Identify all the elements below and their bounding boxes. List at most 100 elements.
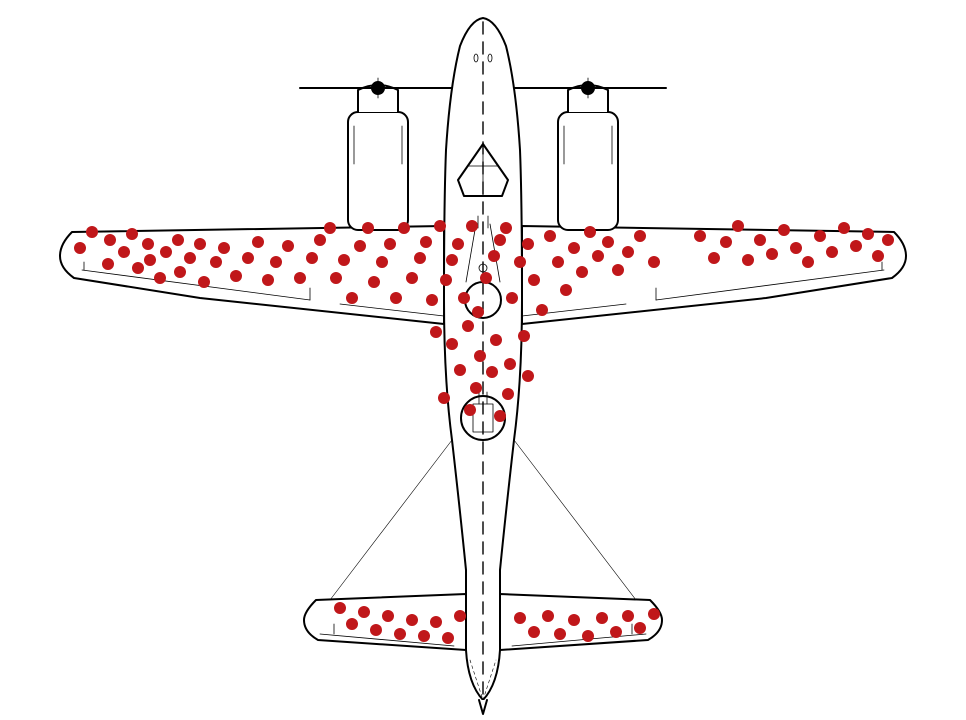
damage-dot (172, 234, 184, 246)
damage-dot (592, 250, 604, 262)
damage-dot (294, 272, 306, 284)
damage-dot (480, 272, 492, 284)
damage-dot (362, 222, 374, 234)
damage-dot (766, 248, 778, 260)
damage-dot (438, 392, 450, 404)
damage-dot (648, 608, 660, 620)
damage-dot (634, 622, 646, 634)
propeller-right (510, 78, 666, 98)
damage-dot (384, 238, 396, 250)
engine-left (300, 78, 456, 230)
propeller-left (300, 78, 456, 98)
damage-dot (802, 256, 814, 268)
damage-dot (370, 624, 382, 636)
damage-dot (536, 304, 548, 316)
engine-right (510, 78, 666, 230)
damage-dot (542, 610, 554, 622)
damage-dot (576, 266, 588, 278)
damage-dot (502, 388, 514, 400)
damage-dot (406, 614, 418, 626)
damage-dot (634, 230, 646, 242)
damage-dot (282, 240, 294, 252)
damage-dot (418, 630, 430, 642)
damage-dot (118, 246, 130, 258)
damage-dot (754, 234, 766, 246)
damage-dot (596, 612, 608, 624)
damage-dot (790, 242, 802, 254)
damage-dot (474, 350, 486, 362)
damage-dot (826, 246, 838, 258)
damage-dot (464, 404, 476, 416)
damage-dot (470, 382, 482, 394)
damage-dot (602, 236, 614, 248)
damage-dot (394, 628, 406, 640)
damage-dot (132, 262, 144, 274)
damage-dot (452, 238, 464, 250)
damage-dot (458, 292, 470, 304)
damage-dot (490, 334, 502, 346)
damage-dot (552, 256, 564, 268)
damage-dot (346, 618, 358, 630)
damage-dot (454, 610, 466, 622)
damage-dot (560, 284, 572, 296)
damage-dot (694, 230, 706, 242)
damage-dot (252, 236, 264, 248)
damage-dot (568, 614, 580, 626)
damage-dot (528, 626, 540, 638)
damage-dot (472, 306, 484, 318)
damage-dot (838, 222, 850, 234)
damage-dot (358, 606, 370, 618)
damage-dot (74, 242, 86, 254)
damage-dot (486, 366, 498, 378)
damage-dot (462, 320, 474, 332)
damage-dot (126, 228, 138, 240)
airplane-outline (60, 18, 906, 714)
damage-dot (174, 266, 186, 278)
damage-dot (230, 270, 242, 282)
damage-dot (814, 230, 826, 242)
damage-dot (242, 252, 254, 264)
damage-dot (144, 254, 156, 266)
damage-dot (622, 246, 634, 258)
damage-dot (514, 256, 526, 268)
damage-dot (454, 364, 466, 376)
damage-dot (86, 226, 98, 238)
damage-dot (732, 220, 744, 232)
damage-dot (270, 256, 282, 268)
damage-dot (862, 228, 874, 240)
damage-dot (446, 338, 458, 350)
damage-dot (518, 330, 530, 342)
damage-dot (376, 256, 388, 268)
damage-dot (160, 246, 172, 258)
damage-dot (554, 628, 566, 640)
damage-dot (506, 292, 518, 304)
damage-dot (306, 252, 318, 264)
damage-dot (390, 292, 402, 304)
damage-dot (622, 610, 634, 622)
damage-dot (568, 242, 580, 254)
damage-dot (850, 240, 862, 252)
damage-dot (584, 226, 596, 238)
damage-dot (368, 276, 380, 288)
damage-dot (262, 274, 274, 286)
damage-dot (154, 272, 166, 284)
damage-dot (494, 234, 506, 246)
damage-dot (742, 254, 754, 266)
damage-dot (446, 254, 458, 266)
damage-dot (346, 292, 358, 304)
damage-dot (184, 252, 196, 264)
damage-dot (430, 326, 442, 338)
damage-dot (610, 626, 622, 638)
damage-dot (708, 252, 720, 264)
damage-dot (882, 234, 894, 246)
damage-dot (354, 240, 366, 252)
damage-dot (514, 612, 526, 624)
damage-dot (430, 616, 442, 628)
damage-dot (720, 236, 732, 248)
survivorship-bias-diagram (0, 0, 966, 720)
damage-dot (420, 236, 432, 248)
damage-dot (504, 358, 516, 370)
damage-dot (324, 222, 336, 234)
damage-dot (434, 220, 446, 232)
damage-dot (426, 294, 438, 306)
